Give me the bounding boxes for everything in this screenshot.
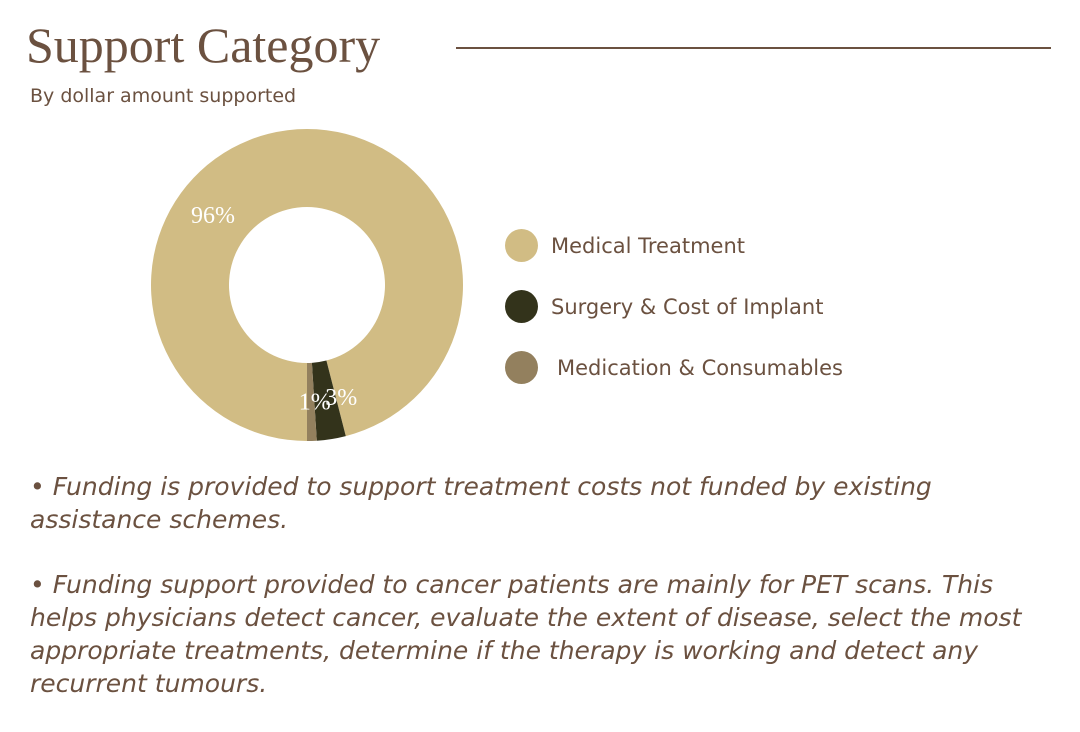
legend-label: Medication & Consumables [557,355,843,380]
legend-item-medical-treatment: Medical Treatment [505,215,843,276]
title-divider [456,47,1051,49]
legend-item-surgery: Surgery & Cost of Implant [505,276,843,337]
legend-swatch [505,290,538,323]
note-pet-scans: • Funding support provided to cancer pat… [30,570,1022,698]
legend: Medical Treatment Surgery & Cost of Impl… [505,215,843,398]
data-label: 3% [325,385,357,411]
legend-item-medication: Medication & Consumables [505,337,843,398]
chart-subtitle: By dollar amount supported [30,85,297,107]
data-label: 96% [191,203,235,229]
chart-title: Support Category [26,17,381,73]
data-label: 1% [299,390,331,416]
legend-label: Surgery & Cost of Implant [551,294,824,319]
slice-medical-treatment [151,129,464,442]
notes: • Funding is provided to support treatme… [30,470,1060,732]
legend-label: Medical Treatment [551,233,745,258]
slice-surgery-cost-of-implant [311,360,346,441]
slice-medication-consumables [307,362,317,441]
legend-swatch [505,229,538,262]
note-funding: • Funding is provided to support treatme… [30,472,932,534]
legend-swatch [505,351,538,384]
